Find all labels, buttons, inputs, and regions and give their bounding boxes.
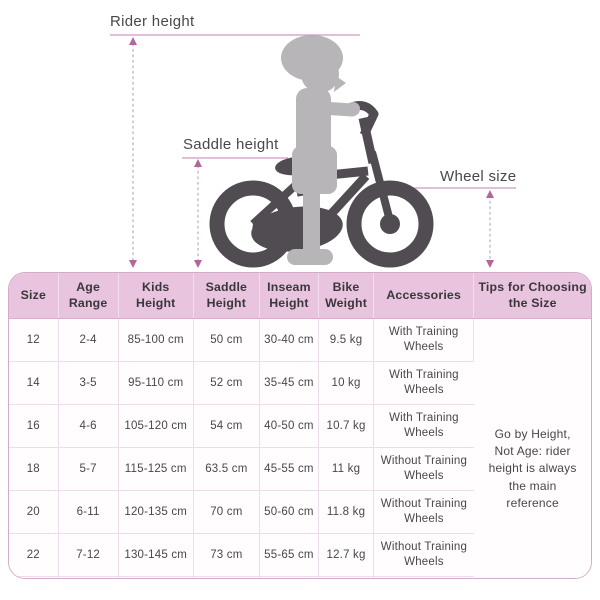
col-header-size: Size [9,273,59,319]
cell-inseam-height: 50-60 cm [259,490,320,534]
cell-age-range: 8-12 [58,576,119,578]
cell-kids-height: 85-100 cm [118,318,194,362]
cell-accessories: With Training Wheels [373,404,474,448]
cell-size: 20 [9,490,59,534]
cell-inseam-height: 40-50 cm [259,404,320,448]
cell-age-range: 5-7 [58,447,119,491]
cell-kids-height: 130-145 cm [118,533,194,577]
cell-bike-weight: 10.7 kg [318,404,375,448]
cell-kids-height: 95-110 cm [118,361,194,405]
cell-inseam-height: 30-40 cm [259,318,320,362]
cell-size: 24 [9,576,59,578]
cell-saddle-height: 63.5 cm [193,447,260,491]
cell-size: 16 [9,404,59,448]
cell-age-range: 2-4 [58,318,119,362]
cell-saddle-height: 50 cm [193,318,260,362]
measure-arrows [132,43,491,261]
cell-saddle-height: 73 cm [193,533,260,577]
cell-bike-weight: 12.7 kg [318,533,375,577]
cell-accessories: Without Training Wheels [373,576,474,578]
cell-accessories: With Training Wheels [373,318,475,362]
table-row: 20 6-11 120-135 cm 70 cm 50-60 cm 11.8 k… [9,490,591,534]
size-table-container: Size Age Range Kids Height Saddle Height… [8,272,592,579]
cell-saddle-height: 52 cm [193,361,260,405]
cell-size: 14 [9,361,59,405]
table-row: 24 8-12 140-155 cm 82.5 cm 60-70 cm 13.8… [9,576,591,578]
table-row: 18 5-7 115-125 cm 63.5 cm 45-55 cm 11 kg… [9,447,591,491]
cell-bike-weight: 13.8 kg [318,576,375,578]
cell-saddle-height: 54 cm [193,404,260,448]
tips-cell: Go by Height, Not Age: rider height is a… [473,318,591,578]
cell-bike-weight: 11.8 kg [318,490,375,534]
cell-age-range: 4-6 [58,404,119,448]
table-row: 12 2-4 85-100 cm 50 cm 30-40 cm 9.5 kg W… [9,318,591,578]
cell-size: 18 [9,447,59,491]
cell-kids-height: 120-135 cm [118,490,194,534]
col-header-kids-height: Kids Height [118,273,194,319]
table-row: 14 3-5 95-110 cm 52 cm 35-45 cm 10 kg Wi… [9,361,591,405]
cell-saddle-height: 70 cm [193,490,260,534]
cell-inseam-height: 35-45 cm [259,361,320,405]
cell-inseam-height: 60-70 cm [259,576,320,578]
col-header-bike-weight: Bike Weight [318,273,375,319]
cell-size: 22 [9,533,59,577]
child-front-limbs [287,102,360,265]
cell-accessories: Without Training Wheels [373,447,474,491]
cell-kids-height: 105-120 cm [118,404,194,448]
cell-size: 12 [9,318,59,362]
measure-lines-behind [182,157,516,189]
col-header-age-range: Age Range [58,273,119,319]
col-header-tips: Tips for Choosing the Size [473,273,591,319]
saddle-height-label: Saddle height [183,136,279,153]
bike-fit-illustration: Rider height Saddle height Wheel size [0,0,600,272]
cell-age-range: 3-5 [58,361,119,405]
table-row: 16 4-6 105-120 cm 54 cm 40-50 cm 10.7 kg… [9,404,591,448]
cell-accessories: With Training Wheels [373,361,474,405]
arrowheads [129,37,494,268]
cell-inseam-height: 55-65 cm [259,533,320,577]
cell-inseam-height: 45-55 cm [259,447,320,491]
cell-bike-weight: 10 kg [318,361,375,405]
bike-size-table: Size Age Range Kids Height Saddle Height… [9,273,591,578]
cell-age-range: 7-12 [58,533,119,577]
col-header-inseam-height: Inseam Height [259,273,320,319]
cell-age-range: 6-11 [58,490,119,534]
cell-saddle-height: 82.5 cm [193,576,260,578]
cell-kids-height: 115-125 cm [118,447,194,491]
table-row: 22 7-12 130-145 cm 73 cm 55-65 cm 12.7 k… [9,533,591,577]
bike-and-child-drawing [110,34,516,268]
cell-bike-weight: 11 kg [318,447,375,491]
header-row: Size Age Range Kids Height Saddle Height… [9,273,591,319]
cell-accessories: Without Training Wheels [373,490,474,534]
child-silhouette [281,35,359,158]
col-header-accessories: Accessories [373,273,475,319]
cell-bike-weight: 9.5 kg [318,318,375,362]
col-header-saddle-height: Saddle Height [193,273,260,319]
rider-height-label: Rider height [110,13,195,30]
wheel-size-label: Wheel size [440,168,517,185]
cell-accessories: Without Training Wheels [373,533,474,577]
cell-kids-height: 140-155 cm [118,576,194,578]
